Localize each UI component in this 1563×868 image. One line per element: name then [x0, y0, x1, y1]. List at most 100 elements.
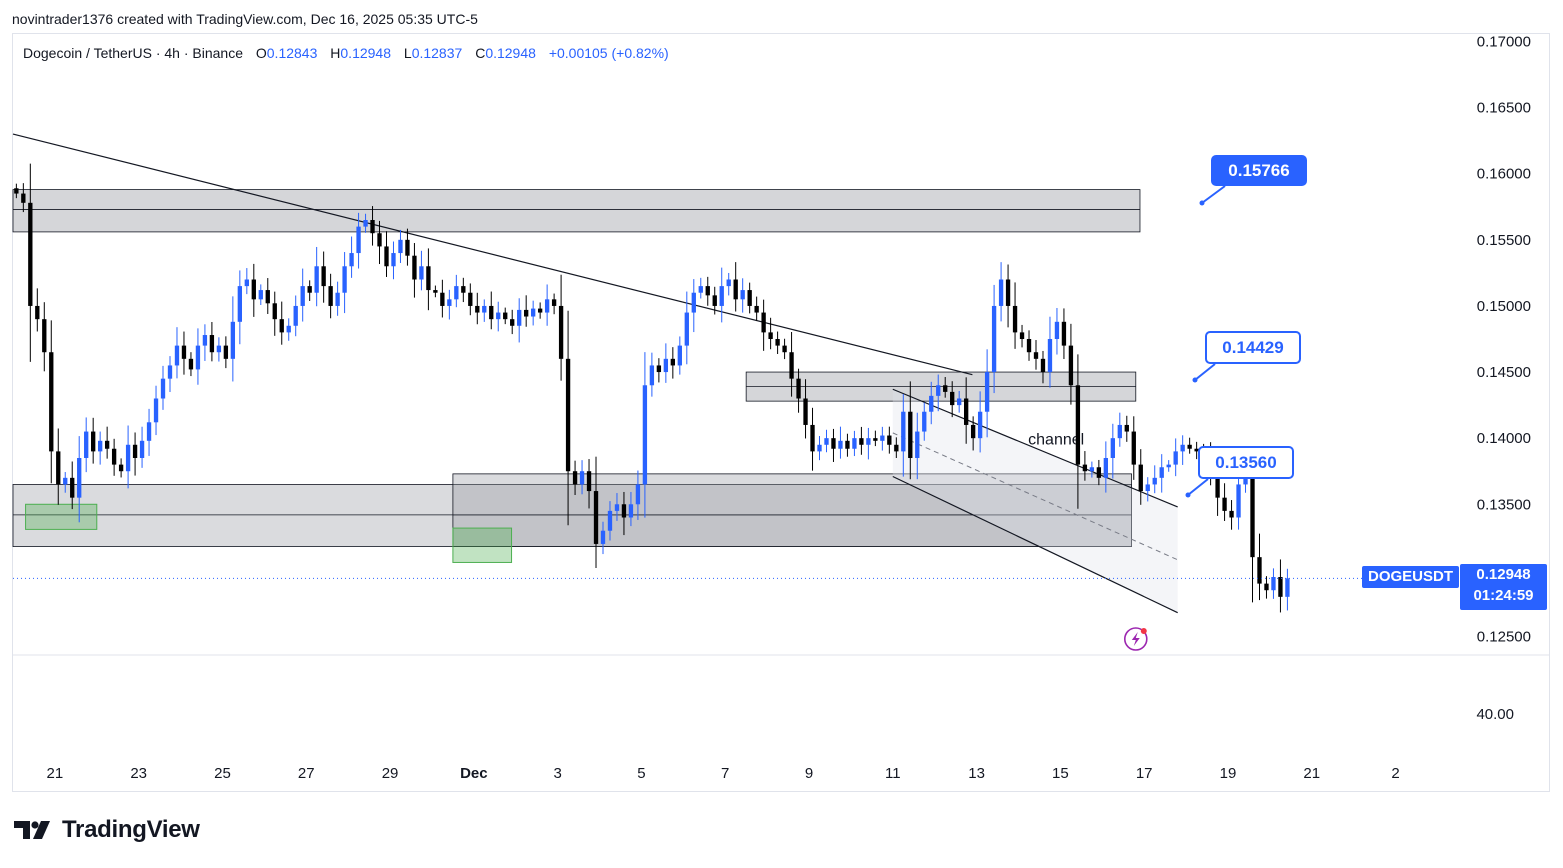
candle-body	[91, 431, 96, 452]
ohlc-legend: Dogecoin / TetherUS · 4h · Binance O0.12…	[23, 45, 669, 61]
candle-body	[167, 365, 173, 379]
candle-body	[1264, 583, 1269, 591]
candle-body	[146, 422, 152, 441]
callout-middle-pointer-dot	[1192, 377, 1198, 383]
candle-body	[572, 471, 578, 485]
open-label: O	[255, 45, 267, 61]
candle-body	[1159, 467, 1164, 478]
candle-body	[1026, 339, 1032, 353]
candle-body	[963, 398, 969, 425]
candle-body	[873, 438, 878, 441]
candle-body	[447, 299, 452, 306]
candle-body	[677, 345, 682, 366]
candle-body	[607, 510, 613, 531]
candle-body	[1082, 464, 1088, 472]
candle-body	[1019, 332, 1025, 339]
tradingview-logo-icon	[14, 821, 50, 839]
target-callout-top[interactable]: 0.15766	[1211, 155, 1307, 186]
candle-body	[1005, 279, 1011, 306]
tradingview-logo[interactable]: TradingView	[14, 816, 200, 844]
candle-body	[530, 308, 536, 317]
support-zone	[12, 484, 1132, 547]
candle-body	[950, 391, 955, 406]
candle-body	[1033, 352, 1039, 359]
x-tick-label: 25	[214, 765, 231, 782]
candle-body	[705, 286, 710, 296]
candle-body	[230, 321, 236, 359]
candle-body	[761, 312, 766, 333]
candle-body	[719, 286, 724, 306]
candle-body	[586, 471, 592, 492]
candle-body	[174, 345, 180, 366]
candle-body	[300, 286, 305, 306]
candle-body	[1243, 477, 1248, 485]
candle-body	[517, 309, 522, 326]
candle-body	[1040, 358, 1046, 373]
candle-body	[286, 325, 291, 333]
x-tick-label: 27	[298, 765, 315, 782]
target-callout-lower[interactable]: 0.13560	[1198, 446, 1294, 479]
brand-name: TradingView	[62, 816, 200, 843]
candle-body	[35, 305, 40, 320]
candle-body	[14, 188, 19, 194]
candle-body	[237, 286, 243, 322]
candle-body	[845, 440, 850, 449]
candle-body	[412, 255, 417, 280]
y-tick-label: 0.14500	[1477, 364, 1531, 381]
candle-body	[558, 305, 564, 359]
candle-body	[1194, 448, 1199, 452]
x-tick-label: 2	[1391, 765, 1399, 782]
candle-body	[251, 279, 256, 300]
candle-body	[998, 279, 1004, 306]
candle-body	[747, 290, 752, 306]
candle-body	[908, 411, 913, 458]
candle-body	[132, 444, 138, 458]
candle-body	[943, 385, 948, 392]
candle-body	[153, 398, 159, 423]
x-tick-label: 7	[721, 765, 729, 782]
callout-top-pointer-dot	[1199, 200, 1205, 206]
candle-body	[356, 226, 361, 254]
x-tick-label: 21	[47, 765, 64, 782]
candle-body	[782, 345, 787, 353]
callout-top-pointer	[1201, 185, 1226, 204]
chart-caption: novintrader1376 created with TradingView…	[12, 11, 478, 27]
candle-body	[1054, 321, 1060, 339]
candle-body	[405, 239, 410, 256]
candle-body	[391, 253, 396, 267]
candle-body	[726, 279, 731, 287]
candle-body	[915, 431, 920, 458]
target-callout-middle[interactable]: 0.14429	[1205, 331, 1301, 364]
candle-body	[691, 292, 696, 313]
candle-body	[384, 246, 389, 267]
candle-body	[293, 305, 298, 326]
callout-lower-pointer	[1187, 478, 1209, 496]
callout-lower-pointer-dot	[1185, 492, 1191, 498]
candle-body	[852, 438, 857, 449]
candle-body	[503, 312, 508, 320]
candle-body	[1103, 458, 1109, 478]
candle-body	[125, 444, 131, 472]
candle-body	[1124, 424, 1129, 432]
candle-body	[642, 385, 648, 485]
candle-body	[433, 290, 438, 293]
x-tick-label: 3	[553, 765, 561, 782]
candle-body	[461, 286, 466, 293]
candle-body	[775, 339, 780, 346]
candle-body	[1285, 578, 1290, 597]
candle-body	[363, 220, 368, 227]
symbol-title[interactable]: Dogecoin / TetherUS · 4h · Binance	[23, 45, 243, 61]
candle-body	[160, 378, 166, 399]
candle-body	[77, 458, 82, 498]
candle-body	[922, 411, 927, 432]
candle-body	[1257, 557, 1262, 584]
x-tick-label: 13	[968, 765, 985, 782]
candle-body	[698, 286, 703, 293]
candle-body	[887, 435, 892, 445]
candle-body	[803, 398, 808, 425]
candle-body	[649, 365, 655, 386]
candle-body	[977, 411, 983, 439]
candle-body	[104, 440, 110, 449]
candle-body	[202, 335, 208, 346]
